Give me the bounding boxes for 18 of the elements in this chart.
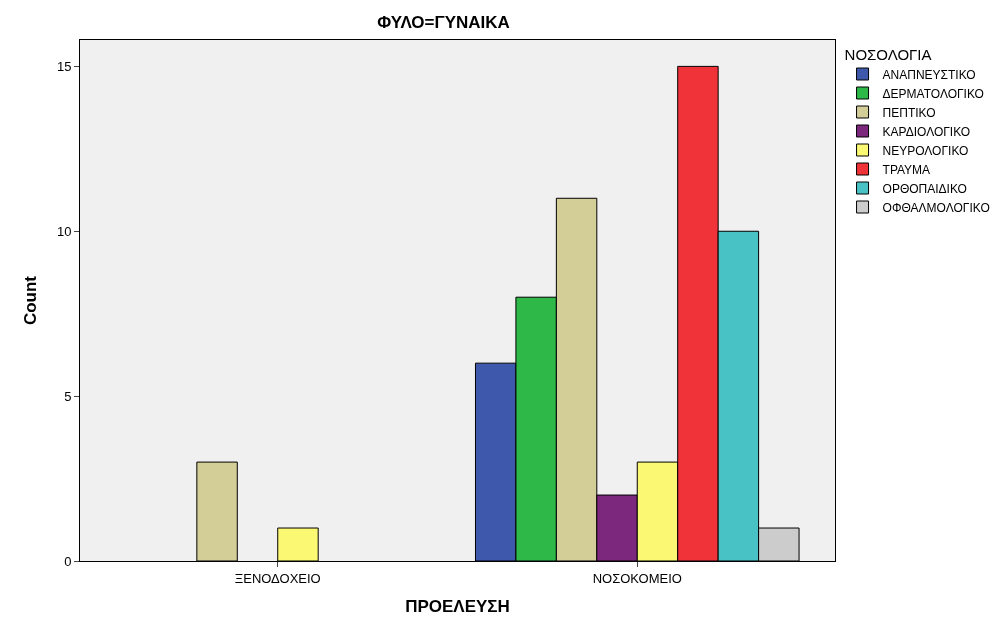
chart-title: ΦΥΛΟ=ΓΥΝΑΙΚΑ bbox=[377, 12, 510, 32]
y-tick-label: 0 bbox=[64, 553, 72, 569]
legend-label: ΔΕΡΜΑΤΟΛΟΓΙΚΟ bbox=[882, 86, 984, 101]
y-tick-label: 5 bbox=[64, 388, 72, 404]
y-tick-label: 10 bbox=[56, 223, 72, 239]
x-axis-title: ΠΡΟΕΛΕΥΣΗ bbox=[405, 597, 510, 616]
x-tick-label: ΝΟΣΟΚΟΜΕΙΟ bbox=[592, 570, 682, 586]
x-tick-label: ΞΕΝΟΔΟΧΕΙΟ bbox=[234, 570, 321, 586]
legend-label: ΚΑΡΔΙΟΛΟΓΙΚΟ bbox=[882, 124, 971, 139]
legend-label: ΟΡΘΟΠΑΙΔΙΚΟ bbox=[882, 181, 967, 196]
y-axis-title: Count bbox=[21, 275, 41, 326]
legend-label: ΟΦΘΑΛΜΟΛΟΓΙΚΟ bbox=[882, 200, 990, 215]
legend-label: ΤΡΑΥΜΑ bbox=[882, 162, 931, 177]
legend-title: ΝΟΣΟΛΟΓΙΑ bbox=[844, 45, 932, 63]
legend-label: ΝΕΥΡΟΛΟΓΙΚΟ bbox=[882, 143, 969, 158]
y-tick-label: 15 bbox=[56, 58, 72, 74]
legend-label: ΠΕΠΤΙΚΟ bbox=[882, 105, 936, 120]
legend-label: ΑΝΑΠΝΕΥΣΤΙΚΟ bbox=[882, 67, 976, 82]
